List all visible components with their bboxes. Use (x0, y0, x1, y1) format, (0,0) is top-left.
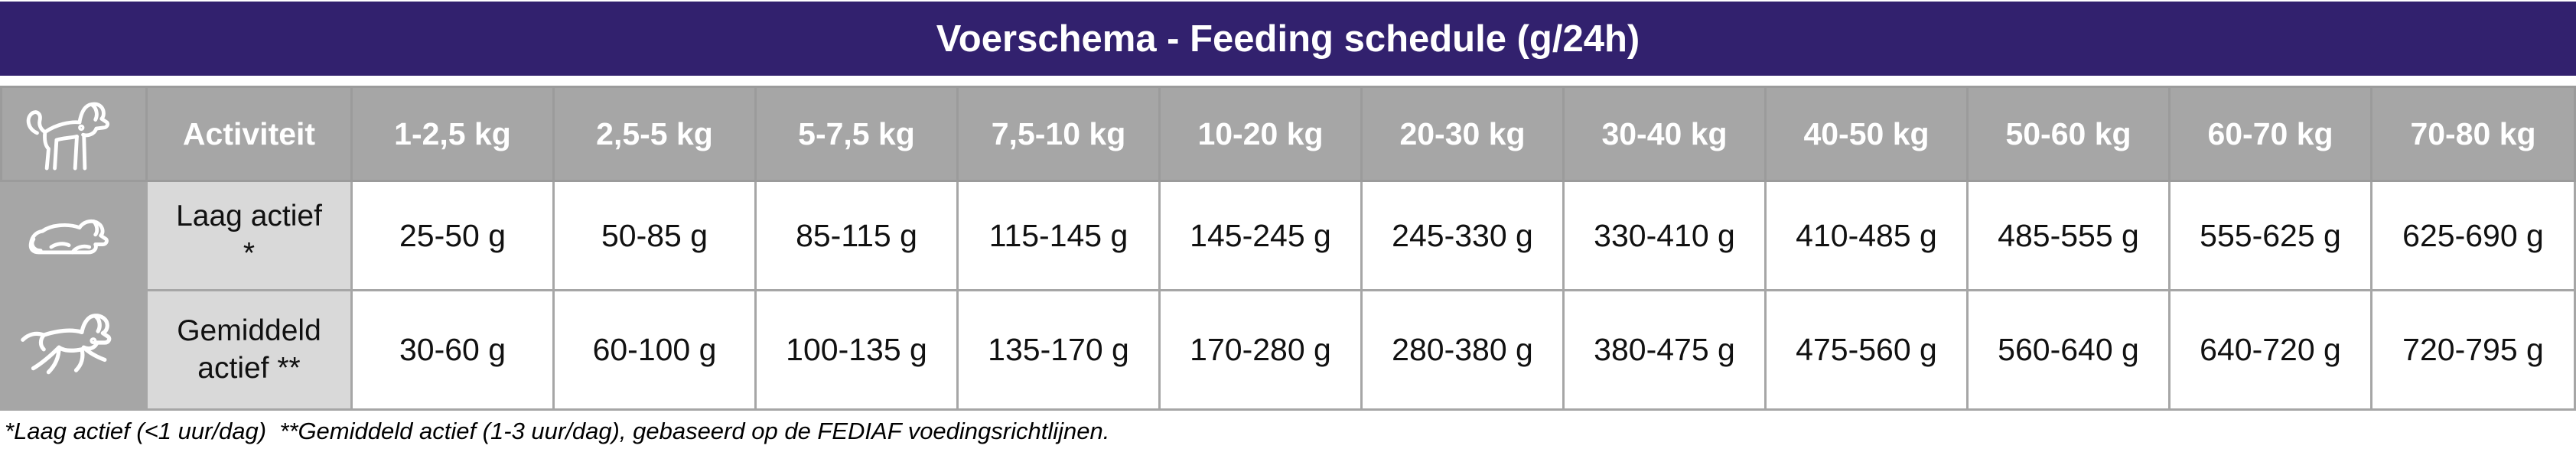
value-cell: 640-720 g (2168, 289, 2372, 411)
value-cell: 475-560 g (1764, 289, 1969, 411)
value-cell: 115-145 g (956, 180, 1161, 291)
value-cell: 60-100 g (552, 289, 757, 411)
value-cell: 485-555 g (1966, 180, 2171, 291)
gemiddeld-icon-cell (0, 289, 148, 411)
value-cell: 245-330 g (1360, 180, 1565, 291)
col-header-weight-11: 70-80 kg (2370, 86, 2576, 182)
col-header-weight-2: 2,5-5 kg (552, 86, 757, 182)
col-header-weight-7: 30-40 kg (1562, 86, 1767, 182)
laag-icon-cell (0, 180, 148, 291)
running-dog-icon (20, 313, 111, 374)
value-cell: 135-170 g (956, 289, 1161, 411)
activity-label-laag: Laag actief * (145, 180, 353, 291)
value-cell: 85-115 g (754, 180, 959, 291)
value-cell: 380-475 g (1562, 289, 1767, 411)
page-title: Voerschema - Feeding schedule (g/24h) (936, 18, 1640, 60)
title-bar: Voerschema - Feeding schedule (g/24h) (0, 2, 2576, 76)
value-cell: 25-50 g (350, 180, 555, 291)
col-header-activity: Activiteit (145, 86, 353, 182)
col-header-weight-3: 5-7,5 kg (754, 86, 959, 182)
col-header-weight-4: 7,5-10 kg (956, 86, 1161, 182)
value-cell: 410-485 g (1764, 180, 1969, 291)
col-header-weight-6: 20-30 kg (1360, 86, 1565, 182)
header-icon-cell (0, 86, 148, 182)
title-table-gap (0, 76, 2576, 86)
lying-dog-icon (28, 219, 109, 255)
header-row: Activiteit 1-2,5 kg 2,5-5 kg 5-7,5 kg 7,… (0, 86, 2576, 182)
feeding-schedule-table: Activiteit 1-2,5 kg 2,5-5 kg 5-7,5 kg 7,… (0, 86, 2576, 411)
col-header-weight-9: 50-60 kg (1966, 86, 2171, 182)
value-cell: 100-135 g (754, 289, 959, 411)
col-header-weight-1: 1-2,5 kg (350, 86, 555, 182)
value-cell: 170-280 g (1158, 289, 1363, 411)
value-cell: 560-640 g (1966, 289, 2171, 411)
activity-label-gemiddeld: Gemiddeld actief ** (145, 289, 353, 411)
value-cell: 30-60 g (350, 289, 555, 411)
value-cell: 280-380 g (1360, 289, 1565, 411)
value-cell: 145-245 g (1158, 180, 1363, 291)
value-cell: 330-410 g (1562, 180, 1767, 291)
value-cell: 555-625 g (2168, 180, 2372, 291)
footnote: *Laag actief (<1 uur/dag) **Gemiddeld ac… (5, 418, 1110, 444)
table-row-gemiddeld-actief: Gemiddeld actief ** 30-60 g 60-100 g 100… (0, 289, 2576, 411)
table-row-laag-actief: Laag actief * 25-50 g 50-85 g 85-115 g 1… (0, 180, 2576, 291)
col-header-weight-5: 10-20 kg (1158, 86, 1363, 182)
standing-dog-icon (26, 102, 109, 171)
value-cell: 50-85 g (552, 180, 757, 291)
value-cell: 625-690 g (2370, 180, 2576, 291)
col-header-weight-10: 60-70 kg (2168, 86, 2372, 182)
col-header-weight-8: 40-50 kg (1764, 86, 1969, 182)
value-cell: 720-795 g (2370, 289, 2576, 411)
